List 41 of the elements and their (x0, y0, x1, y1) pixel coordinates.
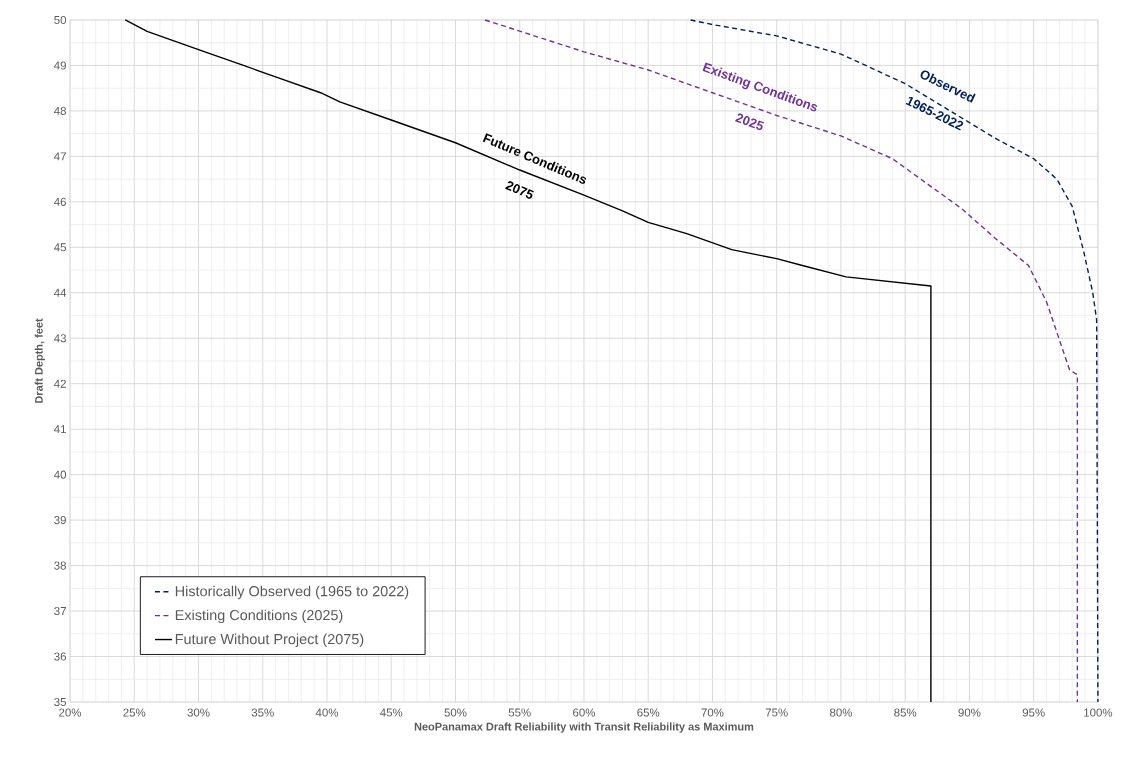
x-axis-title: NeoPanamax Draft Reliability with Transit Reliability as Maximum (414, 722, 754, 733)
y-tick-label: 48 (54, 106, 66, 115)
line-series (689, 19, 1099, 703)
y-tick-label: 41 (54, 425, 66, 434)
y-tick-label: 38 (54, 561, 66, 570)
line-series (484, 19, 1079, 703)
x-tick-label: 55% (508, 708, 531, 717)
annotation: 2025 (735, 113, 764, 131)
legend-label: Historically Observed (1965 to 2022) (175, 585, 409, 600)
x-tick-label: 30% (187, 708, 210, 717)
x-tick-label: 25% (123, 708, 146, 717)
y-tick-label: 45 (54, 243, 67, 252)
x-tick-label: 100% (1084, 708, 1113, 717)
y-tick-label: 37 (54, 607, 66, 616)
y-tick-label: 44 (54, 288, 67, 297)
x-tick-label: 90% (958, 708, 981, 717)
x-tick-label: 40% (315, 708, 339, 717)
y-tick-label: 42 (54, 379, 66, 388)
y-axis-title: Draft Depth, feet (34, 318, 45, 403)
x-tick-label: 65% (637, 708, 660, 717)
x-tick-label: 45% (380, 708, 403, 717)
x-tick-label: 75% (765, 708, 788, 717)
x-tick-label: 60% (573, 708, 596, 717)
legend-label: Future Without Project (2075) (175, 633, 364, 648)
x-tick-label: 35% (251, 708, 274, 717)
y-tick-label: 47 (54, 152, 66, 161)
y-tick-label: 46 (54, 197, 66, 206)
y-tick-label: 35 (54, 697, 67, 707)
x-tick-label: 50% (444, 708, 467, 717)
y-tick-label: 43 (54, 334, 66, 343)
x-tick-label: 85% (894, 708, 917, 717)
x-tick-label: 95% (1022, 708, 1045, 717)
x-tick-label: 70% (701, 708, 724, 717)
x-tick-label: 80% (829, 708, 852, 717)
y-tick-label: 50 (54, 15, 67, 25)
legend-label: Existing Conditions (2025) (175, 609, 343, 624)
y-tick-label: 40 (54, 470, 67, 479)
y-tick-label: 39 (54, 516, 66, 525)
y-tick-label: 36 (54, 652, 66, 661)
x-tick-label: 20% (59, 708, 82, 717)
y-tick-label: 49 (54, 61, 66, 70)
